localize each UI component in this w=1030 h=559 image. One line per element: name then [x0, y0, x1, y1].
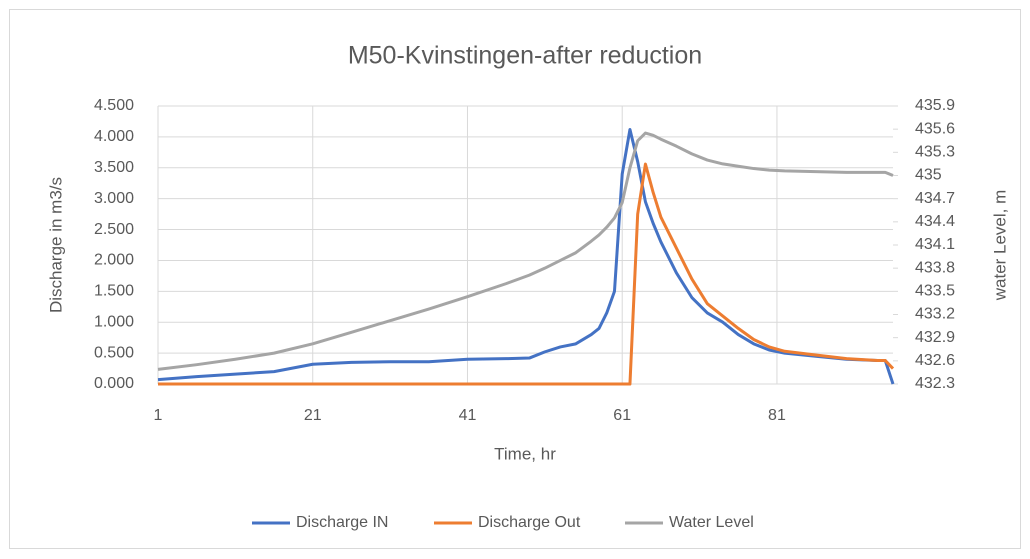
x-tick-label: 81 — [768, 407, 786, 424]
series-line — [157, 131, 894, 371]
y-tick-label: 0.500 — [94, 344, 134, 361]
x-tick-label: 61 — [613, 407, 631, 424]
y2-tick-label: 432.9 — [915, 329, 955, 346]
series-line — [157, 127, 895, 385]
y-tick-label: 3.000 — [94, 190, 134, 207]
y2-tick-label: 435.3 — [915, 144, 955, 161]
y2-tick-label: 435.9 — [915, 97, 955, 114]
legend-label: Water Level — [669, 514, 754, 531]
y-tick-label: 3.500 — [94, 159, 134, 176]
y2-axis-label: water Level, m — [990, 190, 1009, 302]
x-tick-label: 41 — [459, 407, 477, 424]
chart-title: M50-Kvinstingen-after reduction — [348, 42, 702, 70]
y2-tick-label: 433.5 — [915, 283, 955, 300]
y2-tick-label: 434.4 — [915, 213, 955, 230]
y-axis-label: Discharge in m3/s — [46, 177, 65, 313]
y2-tick-label: 435.6 — [915, 120, 955, 137]
x-tick-label: 1 — [154, 407, 163, 424]
y-tick-label: 1.500 — [94, 283, 134, 300]
x-tick-label: 21 — [304, 407, 322, 424]
y2-tick-label: 432.6 — [915, 352, 955, 369]
legend-label: Discharge Out — [478, 514, 581, 531]
y-tick-label: 4.500 — [94, 97, 134, 114]
y2-tick-label: 432.3 — [915, 375, 955, 392]
x-axis-label: Time, hr — [494, 444, 556, 463]
y-tick-label: 0.000 — [94, 375, 134, 392]
y-tick-label: 1.000 — [94, 313, 134, 330]
y2-tick-label: 434.7 — [915, 190, 955, 207]
y-tick-label: 2.500 — [94, 221, 134, 238]
y-tick-label: 2.000 — [94, 252, 134, 269]
legend-label: Discharge IN — [296, 514, 388, 531]
y2-tick-label: 433.2 — [915, 306, 955, 323]
y-tick-label: 4.000 — [94, 128, 134, 145]
series-line — [158, 162, 895, 386]
y2-tick-label: 434.1 — [915, 236, 955, 253]
y2-tick-label: 433.8 — [915, 259, 955, 276]
y2-tick-label: 435 — [915, 167, 942, 184]
